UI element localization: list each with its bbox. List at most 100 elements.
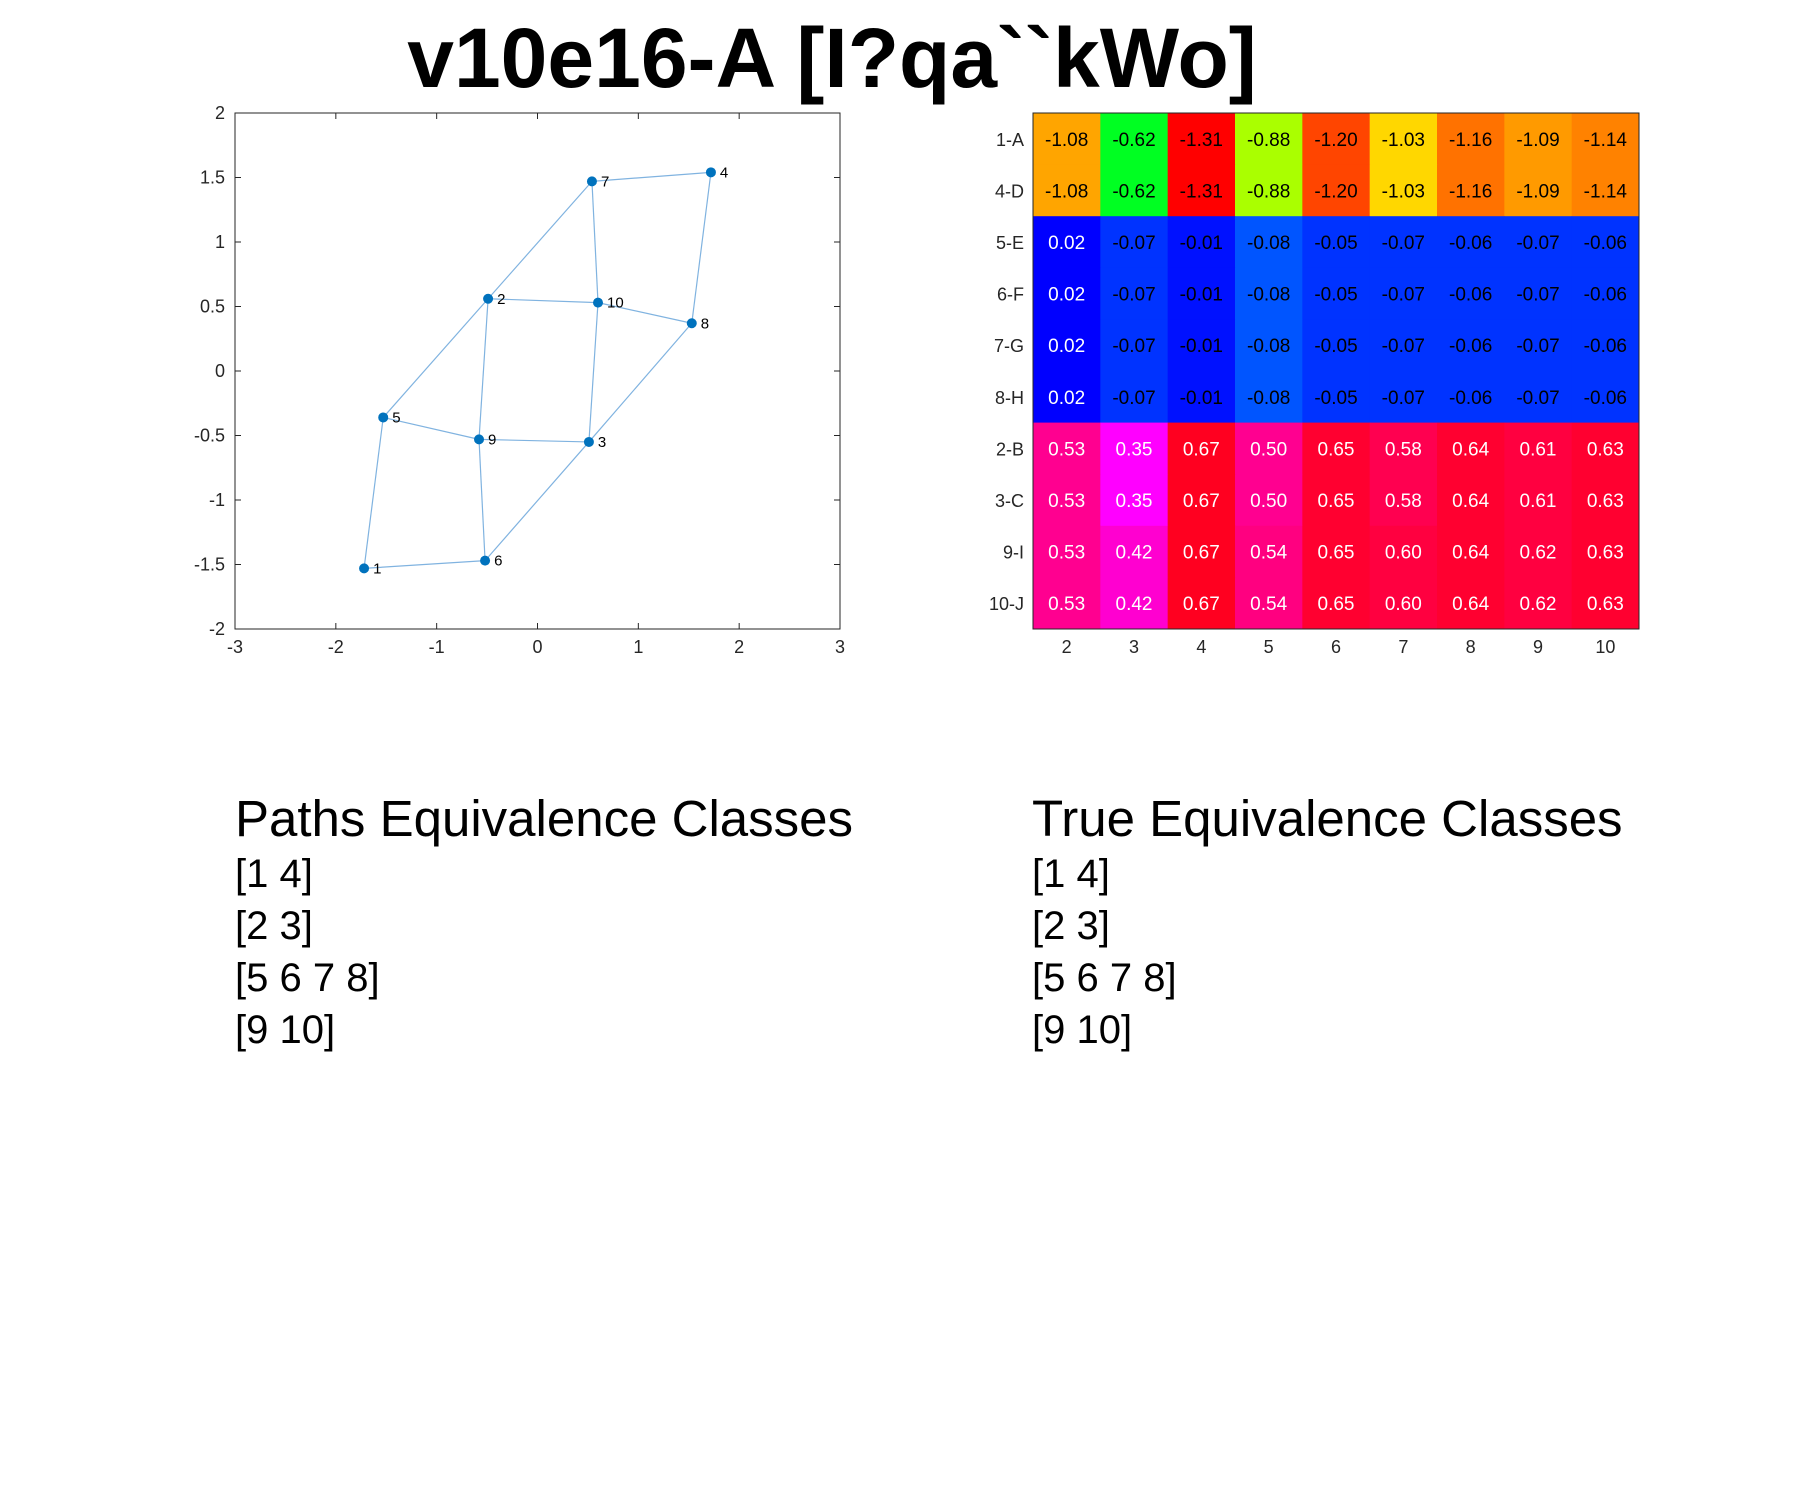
heatmap-cell-value: 0.42: [1116, 543, 1153, 564]
heatmap-cell: [1235, 422, 1303, 475]
node-label: 10: [607, 295, 624, 312]
page-title: v10e16-A [I?qa``kWo]: [407, 11, 1257, 105]
heatmap-cell: [1504, 371, 1573, 424]
heatmap-cell: [1302, 164, 1371, 217]
heatmap-cell-value: -0.06: [1584, 388, 1627, 409]
heatmap-cell: [1100, 216, 1169, 269]
heatmap-cell: [1167, 525, 1236, 578]
heatmap-cell-value: 0.53: [1048, 491, 1085, 512]
heatmap-cell: [1235, 577, 1303, 630]
graph-edge: [383, 416, 480, 440]
heatmap-cell: [1369, 474, 1438, 527]
node-label: 7: [601, 173, 609, 190]
heatmap-cell-value: 0.54: [1250, 543, 1287, 564]
heatmap-cell-value: 0.02: [1048, 336, 1085, 357]
x-tick-label: 3: [835, 637, 845, 657]
heatmap-cell-value: -0.07: [1112, 285, 1155, 306]
heatmap-cell-value: -0.06: [1584, 285, 1627, 306]
heatmap-cell: [1100, 577, 1169, 630]
heatmap-cell: [1100, 267, 1169, 320]
y-tick-label: -0.5: [194, 426, 225, 446]
y-tick-label: 0: [215, 361, 225, 381]
node-label: 4: [720, 164, 728, 181]
graph-node: [586, 176, 597, 187]
heatmap-cell: [1369, 113, 1438, 166]
heatmap-cell: [1033, 422, 1101, 475]
graph-node: [593, 297, 603, 308]
heatmap-cell-value: -0.08: [1247, 336, 1290, 357]
heatmap-cell: [1369, 267, 1438, 320]
graph-node: [480, 555, 491, 566]
paths-class-item: [5 6 7 8]: [235, 956, 380, 1000]
heatmap-cell-value: -0.07: [1516, 233, 1559, 254]
heatmap-cell-value: -0.07: [1382, 285, 1425, 306]
heatmap-cell-value: -1.14: [1584, 181, 1628, 202]
paths-class-item: [9 10]: [235, 1008, 336, 1052]
graph-edge: [591, 171, 711, 182]
heatmap-cell: [1504, 577, 1573, 630]
heatmap-cell: [1302, 113, 1371, 166]
heatmap-cell-value: 0.62: [1520, 594, 1557, 615]
heatmap-cell-value: 0.61: [1520, 491, 1557, 512]
y-tick-label: 1.5: [200, 168, 225, 188]
x-tick-label: 2: [734, 637, 744, 657]
true-class-item: [2 3]: [1032, 904, 1110, 948]
heatmap-cell-value: 0.53: [1048, 439, 1085, 460]
heatmap-cell-value: -0.07: [1516, 285, 1559, 306]
heatmap-cell-value: -0.01: [1180, 388, 1223, 409]
heatmap-cell-value: -1.20: [1314, 181, 1357, 202]
paths-class-item: [2 3]: [235, 904, 313, 948]
heatmap-cell: [1437, 216, 1505, 269]
heatmap-cell: [1033, 216, 1101, 269]
heatmap-cell-value: 0.58: [1385, 439, 1422, 460]
heatmap-cell-value: 0.65: [1318, 491, 1355, 512]
graph-edge: [691, 172, 712, 324]
heatmap-cell-value: 0.62: [1520, 543, 1557, 564]
true-equivalence-classes: True Equivalence Classes [1 4] [2 3] [5 …: [1032, 790, 1623, 1056]
heatmap-cell: [1504, 422, 1573, 475]
heatmap-cell-value: -0.07: [1382, 388, 1425, 409]
heatmap-cell: [1235, 164, 1303, 217]
heatmap-cell-value: -0.06: [1449, 285, 1492, 306]
heatmap-cell: [1504, 113, 1573, 166]
heatmap-cell: [1437, 577, 1505, 630]
row-label: 5-E: [996, 233, 1024, 253]
heatmap-cell-value: -0.07: [1382, 233, 1425, 254]
heatmap-cell: [1033, 474, 1101, 527]
y-tick-label: 2: [215, 103, 225, 123]
heatmap-cell: [1167, 164, 1236, 217]
heatmap-cell: [1369, 422, 1438, 475]
heatmap-cell: [1100, 164, 1169, 217]
y-tick-label: 1: [215, 232, 225, 252]
heatmap-cell-value: -0.01: [1180, 285, 1223, 306]
graph-edge: [382, 298, 489, 418]
node-label: 6: [494, 553, 502, 570]
heatmap-cell-value: 0.65: [1318, 543, 1355, 564]
heatmap-cell-value: -0.06: [1584, 233, 1627, 254]
heatmap-cell: [1504, 525, 1573, 578]
heatmap-cell-value: 0.67: [1183, 439, 1220, 460]
heatmap-cell-value: -0.07: [1112, 388, 1155, 409]
heatmap-cell: [1100, 525, 1169, 578]
heatmap-cell: [1235, 113, 1303, 166]
row-label: 3-C: [995, 491, 1024, 511]
heatmap-cell-value: 0.50: [1250, 491, 1287, 512]
heatmap-cell: [1437, 319, 1505, 372]
graph-edge: [478, 439, 486, 561]
heatmap-cell: [1167, 371, 1236, 424]
heatmap-cell: [1302, 422, 1371, 475]
heatmap-cell: [1235, 267, 1303, 320]
heatmap-cell: [1437, 164, 1505, 217]
heatmap-cell-value: -0.05: [1314, 233, 1357, 254]
heatmap-cell: [1100, 474, 1169, 527]
x-tick-label: -2: [328, 637, 344, 657]
heatmap-cell: [1437, 267, 1505, 320]
heatmap-cell: [1369, 216, 1438, 269]
heatmap-cell-value: 0.58: [1385, 491, 1422, 512]
graph-node: [474, 434, 485, 445]
heatmap-cell-value: 0.42: [1116, 594, 1153, 615]
col-label: 9: [1533, 637, 1543, 657]
heatmap-cell: [1302, 216, 1371, 269]
heatmap-cell: [1437, 422, 1505, 475]
heatmap-cell-value: 0.54: [1250, 594, 1287, 615]
